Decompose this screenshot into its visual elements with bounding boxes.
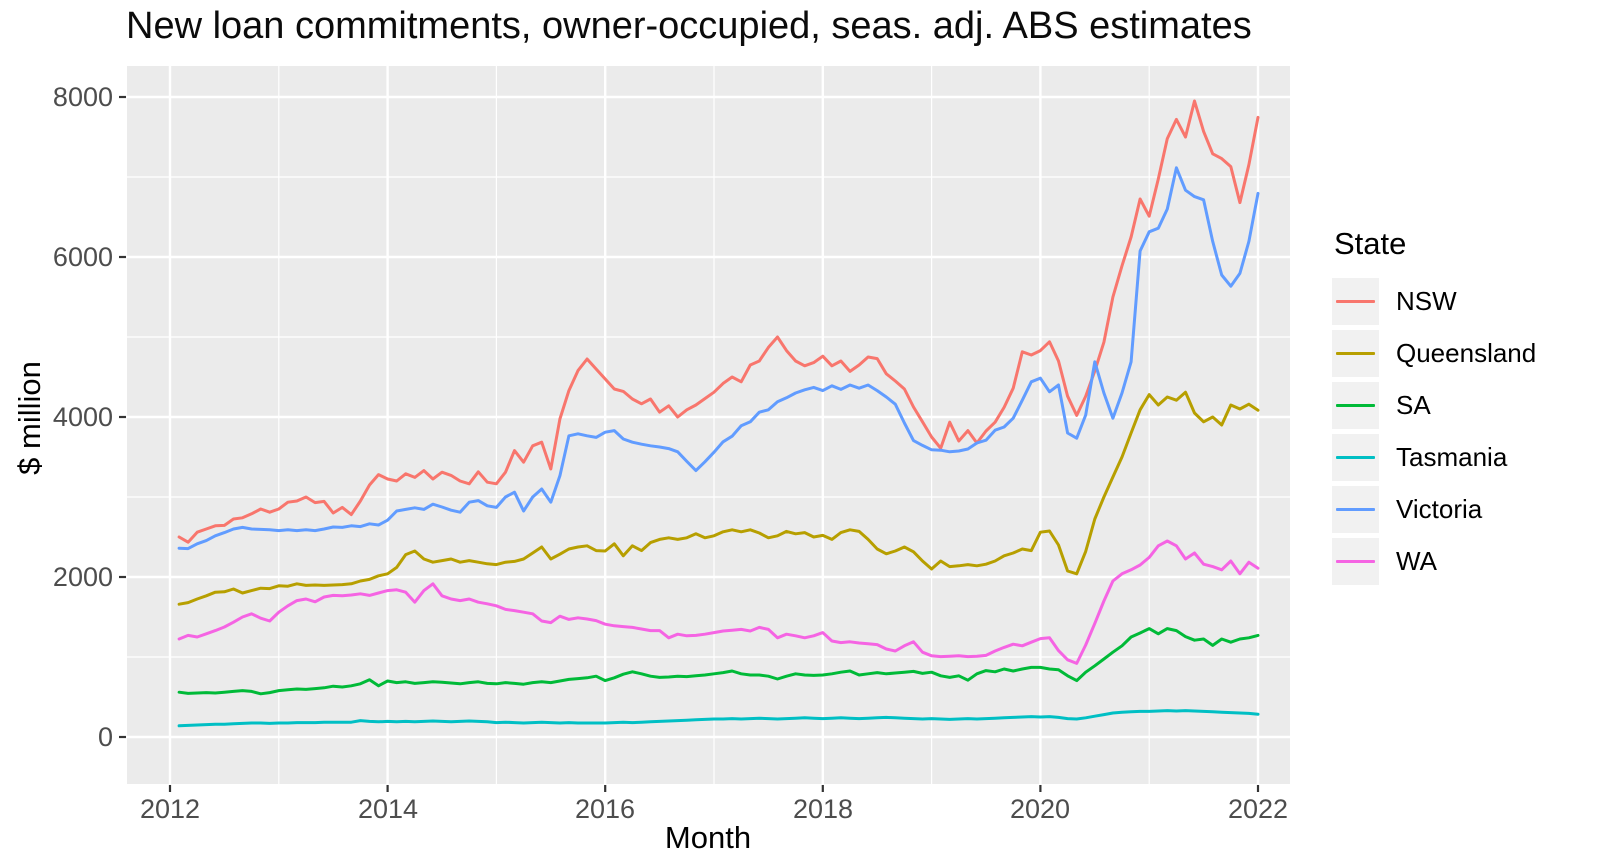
legend-row-wa: WA	[1332, 538, 1536, 585]
x-tick-label-2016: 2016	[574, 794, 636, 824]
y-tick-label-4000: 4000	[52, 402, 113, 432]
tasmania-line-swatch-icon	[1336, 456, 1375, 459]
y-tick-label-8000: 8000	[52, 82, 113, 112]
y-tick-label-6000: 6000	[52, 242, 113, 272]
legend-row-sa: SA	[1332, 382, 1536, 429]
sa-line-swatch-icon	[1336, 404, 1375, 407]
legend-row-victoria: Victoria	[1332, 486, 1536, 533]
wa-line-swatch-icon	[1336, 560, 1375, 563]
legend-row-nsw: NSW	[1332, 278, 1536, 325]
x-tick-label-2020: 2020	[1009, 794, 1071, 824]
queensland-line-swatch-icon	[1336, 352, 1375, 355]
panel-background	[127, 66, 1290, 784]
series-line-nsw	[177, 99, 1260, 544]
victoria-line-swatch-icon	[1336, 508, 1375, 511]
series-line-victoria	[177, 166, 1260, 551]
legend-label-wa: WA	[1396, 546, 1437, 576]
legend-key-tasmania	[1332, 434, 1379, 481]
legend-key-sa	[1332, 382, 1379, 429]
nsw-line-swatch-icon	[1336, 300, 1375, 303]
x-tick-label-2014: 2014	[357, 794, 419, 824]
y-axis-title: $ million	[12, 361, 47, 475]
legend-key-nsw	[1332, 278, 1379, 325]
x-tick-label-2022: 2022	[1227, 794, 1289, 824]
legend-label-nsw: NSW	[1396, 286, 1457, 316]
legend-label-sa: SA	[1396, 390, 1431, 420]
series-line-tasmania	[177, 709, 1260, 728]
chart-title: New loan commitments, owner-occupied, se…	[126, 5, 1252, 47]
legend: State NSW Queensland SA Tasmania Victori…	[1332, 226, 1536, 590]
legend-label-tasmania: Tasmania	[1396, 442, 1508, 472]
x-tick-label-2012: 2012	[139, 794, 201, 824]
y-tick-label-0: 0	[97, 722, 113, 752]
series-line-wa	[177, 539, 1260, 665]
series-line-sa	[177, 627, 1260, 696]
legend-title: State	[1334, 226, 1407, 261]
x-axis-title: Month	[664, 820, 752, 855]
legend-label-queensland: Queensland	[1396, 338, 1537, 368]
legend-key-wa	[1332, 538, 1379, 585]
legend-row-tasmania: Tasmania	[1332, 434, 1536, 481]
y-tick-label-2000: 2000	[52, 562, 113, 592]
legend-row-queensland: Queensland	[1332, 330, 1536, 377]
legend-key-victoria	[1332, 486, 1379, 533]
legend-key-queensland	[1332, 330, 1379, 377]
x-tick-label-2018: 2018	[792, 794, 854, 824]
series-line-queensland	[177, 390, 1260, 606]
legend-label-victoria: Victoria	[1396, 494, 1483, 524]
